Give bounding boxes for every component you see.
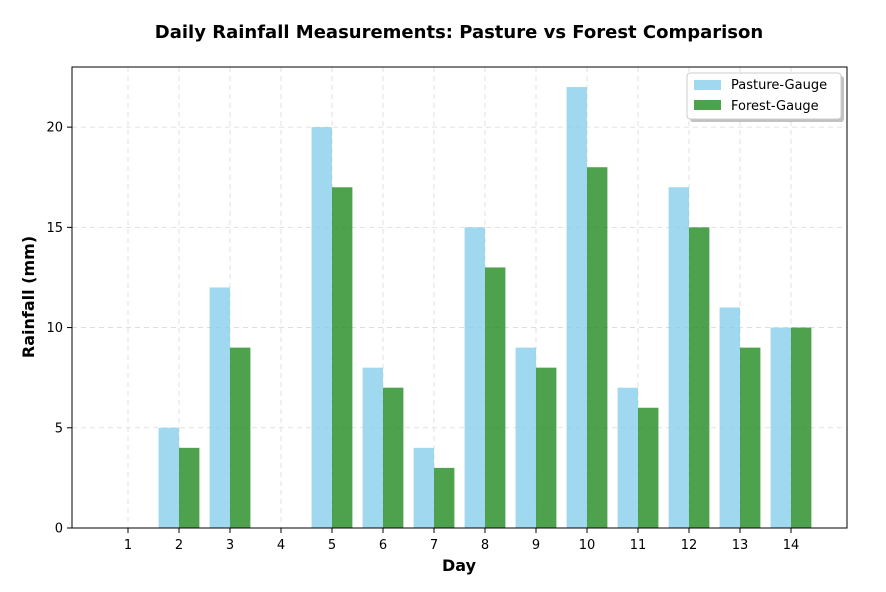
- plot-frame: [71, 66, 848, 529]
- x-axis-label: Day: [442, 556, 477, 575]
- chart-title: Daily Rainfall Measurements: Pasture vs …: [155, 22, 763, 43]
- legend-box: [686, 72, 842, 120]
- y-tick-label: 15: [46, 221, 63, 236]
- bar-forest-day-6: [383, 387, 404, 528]
- x-tick-label: 5: [328, 538, 336, 553]
- bar-pasture-day-8: [464, 227, 485, 528]
- legend-label-forest: Forest-Gauge: [731, 99, 819, 114]
- x-tick-label: 4: [277, 538, 285, 553]
- x-tick-label: 6: [379, 538, 387, 553]
- x-tick-label: 2: [175, 538, 183, 553]
- bar-forest-day-14: [791, 327, 812, 528]
- x-tick-label: 12: [681, 538, 698, 553]
- bar-pasture-day-9: [515, 347, 536, 528]
- x-tick-label: 7: [430, 538, 438, 553]
- x-tick-label: 13: [732, 538, 749, 553]
- bars: [158, 87, 812, 528]
- x-tick-label: 1: [124, 538, 132, 553]
- y-axis-label: Rainfall (mm): [19, 236, 38, 358]
- legend-swatch-pasture: [694, 80, 721, 90]
- y-tick-label: 0: [55, 522, 63, 537]
- bar-pasture-day-3: [209, 287, 230, 528]
- bar-forest-day-8: [485, 267, 506, 528]
- bar-pasture-day-7: [413, 447, 434, 528]
- x-tick-label: 8: [481, 538, 489, 553]
- x-tick-label: 10: [579, 538, 596, 553]
- x-tick-label: 9: [532, 538, 540, 553]
- bar-pasture-day-11: [617, 387, 638, 528]
- bar-forest-day-7: [434, 467, 455, 528]
- bar-forest-day-12: [689, 227, 710, 528]
- legend: Pasture-Gauge Forest-Gauge: [686, 72, 844, 122]
- legend-label-pasture: Pasture-Gauge: [731, 78, 827, 93]
- x-tick-label: 11: [630, 538, 647, 553]
- x-tick-label: 3: [226, 538, 234, 553]
- bar-pasture-day-14: [770, 327, 791, 528]
- bar-pasture-day-5: [311, 127, 332, 528]
- bar-forest-day-13: [740, 347, 761, 528]
- bar-pasture-day-13: [719, 307, 740, 528]
- bar-forest-day-10: [587, 167, 608, 528]
- bar-forest-day-11: [638, 407, 659, 528]
- x-tick-label: 14: [783, 538, 800, 553]
- bar-forest-day-9: [536, 367, 557, 528]
- bar-pasture-day-2: [158, 427, 179, 528]
- bar-forest-day-2: [179, 447, 200, 528]
- y-tick-label: 10: [46, 321, 63, 336]
- bar-forest-day-3: [230, 347, 251, 528]
- y-tick-label: 5: [55, 421, 63, 436]
- bar-pasture-day-12: [668, 187, 689, 528]
- bar-pasture-day-10: [566, 87, 587, 528]
- bar-pasture-day-6: [362, 367, 383, 528]
- y-tick-label: 20: [46, 121, 63, 136]
- bar-forest-day-5: [332, 187, 353, 528]
- legend-swatch-forest: [694, 100, 721, 110]
